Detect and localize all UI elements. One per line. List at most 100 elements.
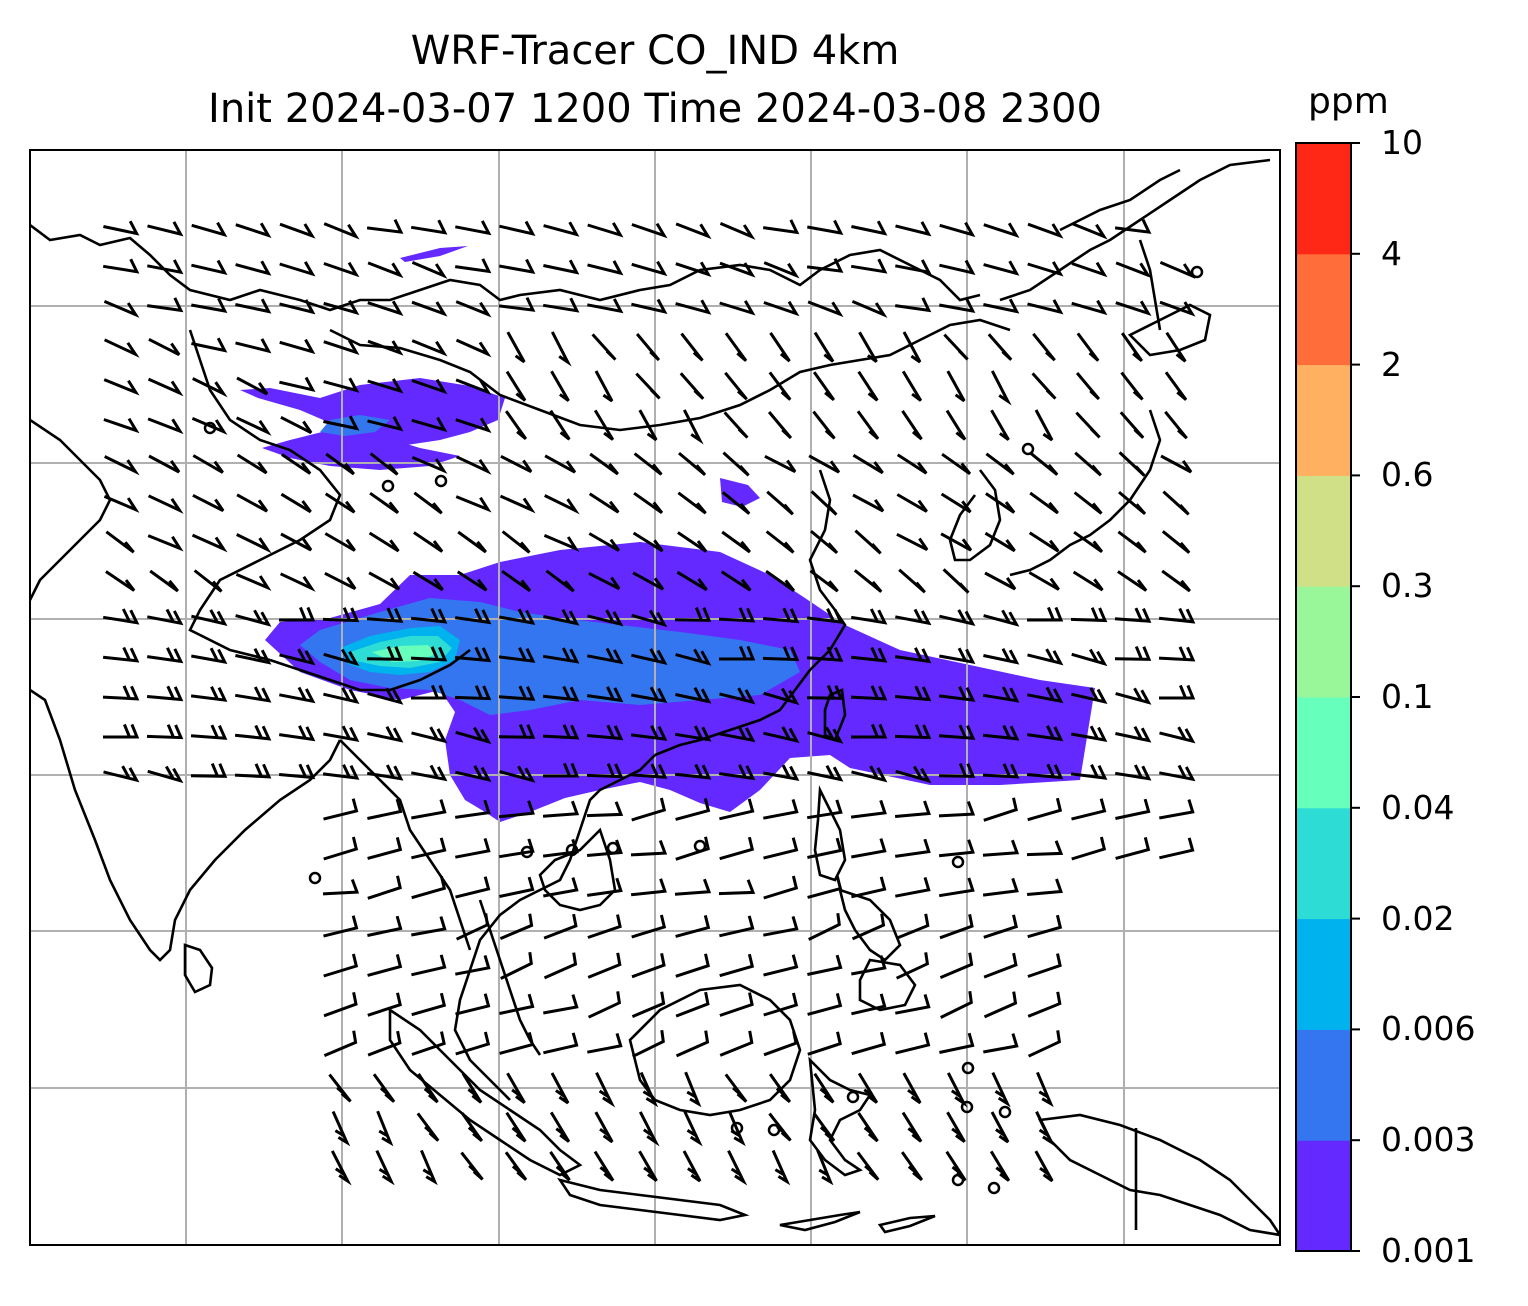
wind-barb xyxy=(367,875,402,900)
wind-barb xyxy=(235,260,272,276)
wind-barb xyxy=(504,1151,528,1181)
wind-barb xyxy=(455,993,491,1016)
wind-barb xyxy=(718,607,756,623)
wind-barb xyxy=(638,409,658,442)
map-title-line-1: WRF-Tracer CO_IND 4km xyxy=(410,28,900,74)
wind-barb xyxy=(367,416,404,432)
wind-barb xyxy=(983,648,1020,665)
wind-barb xyxy=(763,837,799,860)
wind-barb xyxy=(190,686,228,702)
wind-barb xyxy=(1115,798,1151,820)
wind-barb xyxy=(1164,371,1188,401)
wind-barb xyxy=(543,913,578,940)
wind-barb xyxy=(638,1150,658,1182)
wind-barb xyxy=(990,370,1012,406)
colorbar-tick-label: 4 xyxy=(1381,233,1402,273)
wind-barb xyxy=(1027,991,1062,1018)
wind-barb xyxy=(857,1112,879,1143)
wind-barb xyxy=(983,914,1018,939)
wind-barb xyxy=(763,1031,798,1057)
plume-level-0.001-blob xyxy=(720,478,760,507)
wind-barb xyxy=(1159,837,1195,860)
wind-barb xyxy=(323,687,360,704)
wind-barb xyxy=(235,222,272,238)
wind-barb xyxy=(146,647,184,664)
wind-barb xyxy=(280,532,313,552)
japan-hokkaido xyxy=(1127,303,1212,357)
wind-barb xyxy=(498,296,536,312)
wind-barb xyxy=(639,1071,659,1108)
wind-barb xyxy=(1074,451,1102,477)
wind-barb xyxy=(279,686,316,704)
colorbar-tick-label: 0.1 xyxy=(1381,677,1434,716)
wind-barb xyxy=(411,684,448,700)
wind-barb xyxy=(991,1071,1011,1108)
wind-barb xyxy=(1027,648,1064,666)
wind-barb xyxy=(983,1033,1019,1054)
wind-barb xyxy=(939,647,976,665)
wind-barb xyxy=(367,915,403,937)
wind-barb xyxy=(149,569,179,593)
wind-barb xyxy=(549,1151,571,1182)
wind-barb xyxy=(499,765,536,783)
wind-barb xyxy=(858,331,878,363)
wind-barb xyxy=(767,411,793,440)
wind-barb xyxy=(895,259,932,275)
wind-barb xyxy=(632,531,664,553)
philippines-visayas xyxy=(838,888,902,962)
wind-barb xyxy=(369,491,400,515)
wind-barb xyxy=(417,1073,439,1104)
wind-barb xyxy=(234,686,272,703)
philippines-mindanao xyxy=(858,958,917,1012)
wind-barb xyxy=(105,530,135,554)
wind-barb xyxy=(895,221,932,237)
wind-barb xyxy=(369,452,399,476)
wind-barb xyxy=(984,531,1016,553)
wind-barb xyxy=(894,297,932,313)
wind-barb xyxy=(454,685,492,701)
wind-barb xyxy=(587,952,622,979)
wind-barb xyxy=(499,608,536,626)
wind-barb xyxy=(1073,491,1103,515)
wind-barb xyxy=(544,494,580,515)
wind-barb xyxy=(857,370,879,402)
wind-barb xyxy=(236,376,269,396)
wind-barb xyxy=(102,608,140,625)
wind-barb xyxy=(983,298,1020,314)
wind-barb xyxy=(411,300,448,317)
wind-barb xyxy=(366,218,404,234)
wind-barb xyxy=(762,607,800,624)
wind-barb xyxy=(762,646,800,662)
wind-barb xyxy=(499,876,535,898)
wind-barb xyxy=(719,687,756,705)
wind-barb xyxy=(279,222,316,239)
wind-barb xyxy=(543,259,580,275)
wind-barb xyxy=(279,299,316,315)
wind-barb xyxy=(367,726,404,743)
wind-barb xyxy=(1115,300,1152,316)
wind-barb xyxy=(675,648,712,666)
wind-barb xyxy=(411,416,448,433)
wind-barb xyxy=(678,451,707,477)
wind-barb xyxy=(1164,410,1188,440)
wind-barb xyxy=(147,221,184,237)
wind-barb xyxy=(191,297,228,314)
wind-barb xyxy=(191,337,228,353)
wind-barb xyxy=(896,532,929,552)
wind-barb xyxy=(234,724,272,741)
wind-barb xyxy=(768,371,792,401)
wind-barb xyxy=(190,763,228,778)
wind-barb xyxy=(102,646,140,663)
wind-barb xyxy=(1159,300,1196,317)
wind-barb xyxy=(148,337,181,357)
wind-barb xyxy=(675,915,711,938)
wind-barb xyxy=(411,339,448,357)
wind-barb xyxy=(850,799,887,819)
coastlines xyxy=(30,158,1280,1237)
wind-barb xyxy=(675,261,712,277)
wind-barb xyxy=(852,453,884,475)
wind-barb xyxy=(898,568,926,594)
wind-barb xyxy=(763,300,800,317)
wind-barb xyxy=(806,646,844,662)
wind-barb xyxy=(1159,799,1195,820)
